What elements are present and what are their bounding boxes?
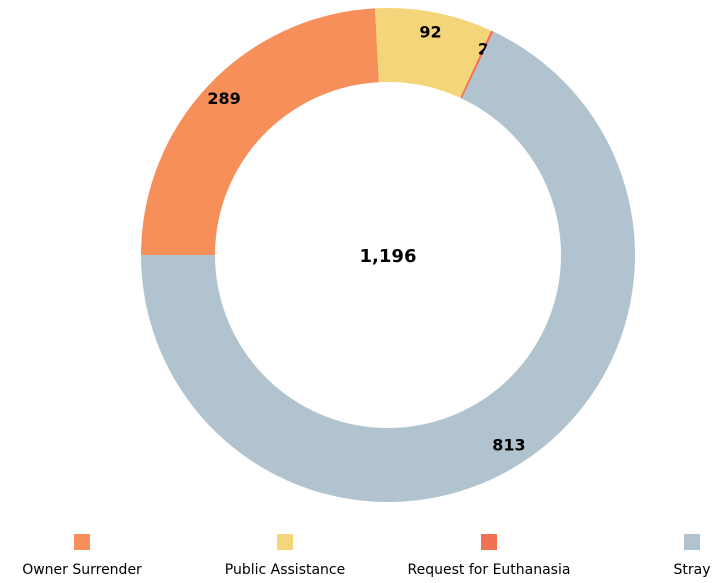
legend-label: Owner Surrender	[22, 562, 142, 578]
center-label: 1,196	[360, 246, 417, 267]
legend-swatch	[481, 534, 497, 550]
data-label: 813	[492, 435, 525, 454]
donut-slice	[141, 8, 379, 255]
data-label: 92	[419, 23, 441, 42]
legend-swatch	[684, 534, 700, 550]
data-label: 289	[207, 89, 240, 108]
donut-slice	[375, 8, 492, 98]
legend-label: Stray	[674, 562, 711, 578]
legend-label: Request for Euthanasia	[408, 562, 571, 578]
donut-slice	[460, 30, 494, 99]
legend-label: Public Assistance	[225, 562, 345, 578]
donut-slice	[141, 31, 635, 502]
legend-swatch	[277, 534, 293, 550]
data-label: 2	[478, 40, 489, 59]
legend-swatch	[74, 534, 90, 550]
